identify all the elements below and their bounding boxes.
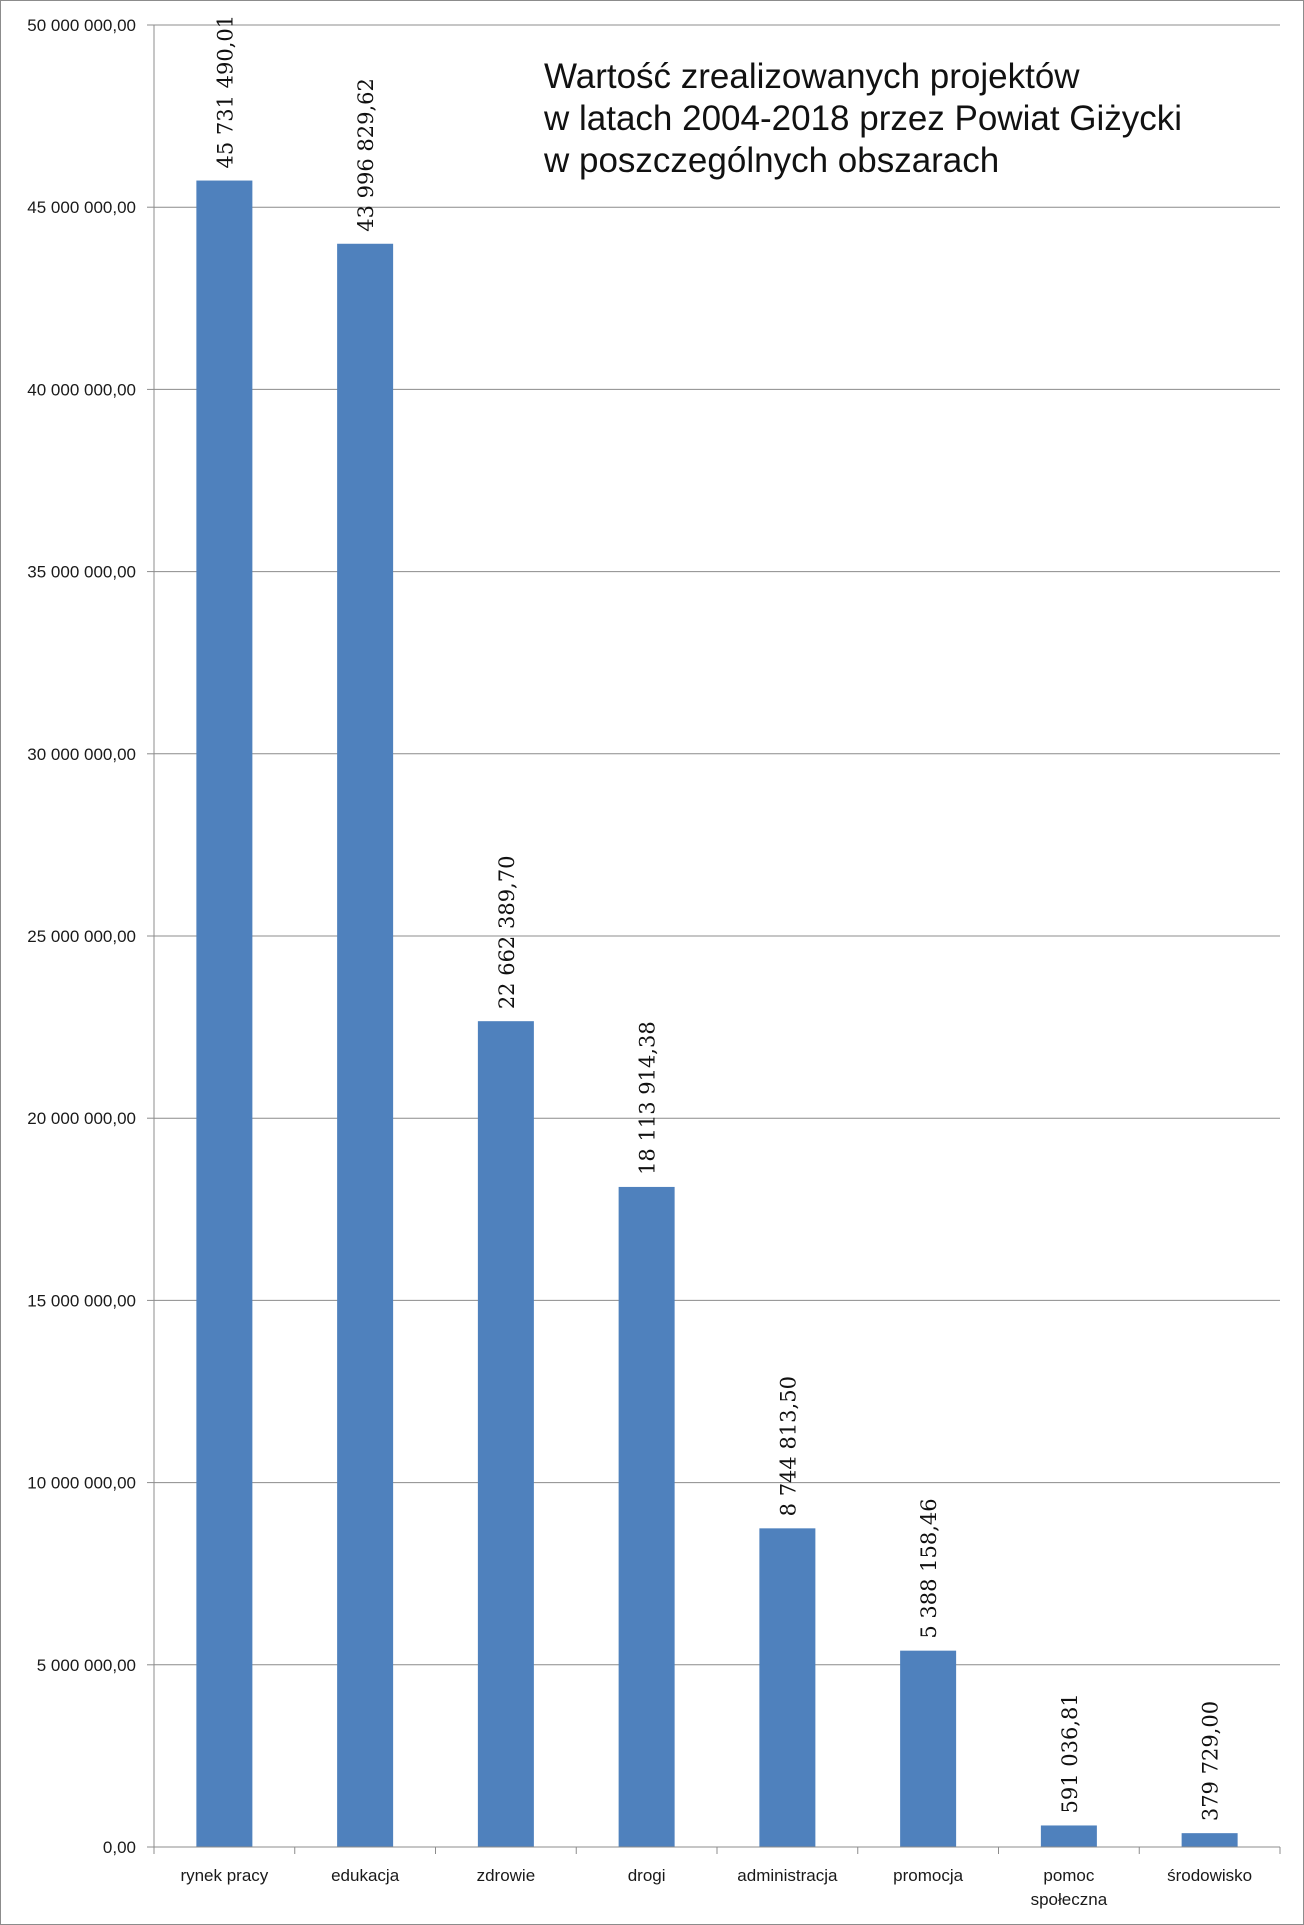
data-label: 43 996 829,62: [354, 78, 378, 232]
bar: [759, 1528, 816, 1847]
y-tick-label: 15 000 000,00: [27, 1291, 136, 1310]
axes: [147, 24, 1281, 1854]
category-label-line: społeczna: [1031, 1890, 1108, 1909]
bar: [900, 1650, 957, 1847]
y-axis-tick-labels: 0,00 5 000 000,00 10 000 000,00 15 000 000,…: [27, 16, 136, 1857]
category-label-line: administracja: [737, 1866, 838, 1885]
y-tick-label: 35 000 000,00: [27, 563, 136, 582]
data-label: 5 388 158,46: [917, 1498, 941, 1638]
category-label-line: promocja: [893, 1866, 963, 1885]
category-label-line: pomoc: [1043, 1866, 1095, 1885]
gridlines: [154, 24, 1280, 1666]
data-labels: 45 731 490,01 43 996 829,62 22 662 389,70 1…: [213, 15, 1222, 1821]
category-label: promocja: [893, 1866, 963, 1885]
bar: [618, 1186, 675, 1847]
y-tick-label: 0,00: [103, 1838, 136, 1857]
bar: [196, 180, 253, 1847]
category-label-line: zdrowie: [477, 1866, 536, 1885]
category-label-line: rynek pracy: [180, 1866, 268, 1885]
chart-title-line: w latach 2004-2018 przez Powiat Giżycki: [543, 99, 1182, 138]
bar: [1181, 1833, 1238, 1847]
data-label: 8 744 813,50: [776, 1376, 800, 1516]
bar: [477, 1021, 534, 1847]
y-tick-label: 10 000 000,00: [27, 1474, 136, 1493]
y-tick-label: 30 000 000,00: [27, 745, 136, 764]
y-tick-label: 5 000 000,00: [37, 1656, 136, 1675]
bar: [1040, 1825, 1097, 1847]
y-tick-label: 40 000 000,00: [27, 380, 136, 399]
y-tick-label: 50 000 000,00: [27, 16, 136, 35]
data-label: 591 036,81: [1058, 1693, 1082, 1813]
chart-title-line: Wartość zrealizowanych projektów: [544, 57, 1080, 96]
data-label: 379 729,00: [1199, 1701, 1223, 1821]
category-label: pomoc społeczna: [1031, 1866, 1108, 1909]
y-tick-label: 45 000 000,00: [27, 198, 136, 217]
category-label-line: drogi: [628, 1866, 666, 1885]
category-label: drogi: [628, 1866, 666, 1885]
category-label: edukacja: [331, 1866, 400, 1885]
data-label: 45 731 490,01: [213, 15, 237, 169]
y-tick-label: 25 000 000,00: [27, 927, 136, 946]
chart-title-line: w poszczególnych obszarach: [543, 141, 999, 180]
category-label-line: środowisko: [1167, 1866, 1252, 1885]
category-label: zdrowie: [477, 1866, 536, 1885]
bars: [196, 180, 1238, 1848]
category-label: rynek pracy: [180, 1866, 268, 1885]
data-label: 22 662 389,70: [495, 856, 519, 1010]
category-label: administracja: [737, 1866, 838, 1885]
chart-title: Wartość zrealizowanych projektów w latach…: [543, 57, 1182, 180]
category-labels: rynek pracy edukacja zdrowie drogi administr…: [180, 1866, 1252, 1909]
data-label: 18 113 914,38: [636, 1021, 660, 1175]
category-label-line: edukacja: [331, 1866, 400, 1885]
bar: [337, 243, 394, 1848]
y-tick-label: 20 000 000,00: [27, 1109, 136, 1128]
category-label: środowisko: [1167, 1866, 1252, 1885]
